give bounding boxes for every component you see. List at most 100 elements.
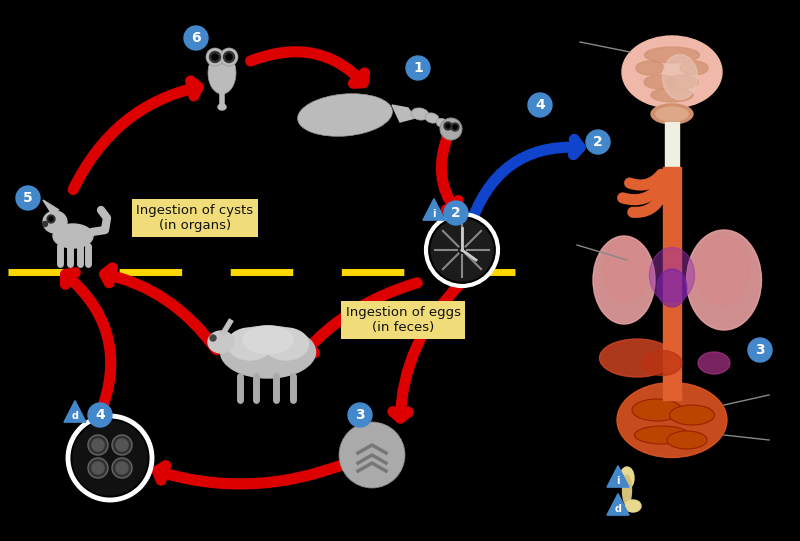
Circle shape bbox=[112, 435, 132, 455]
Text: i: i bbox=[432, 209, 436, 219]
Ellipse shape bbox=[644, 75, 676, 89]
Circle shape bbox=[116, 439, 128, 451]
Polygon shape bbox=[665, 122, 679, 172]
Circle shape bbox=[73, 421, 147, 495]
Polygon shape bbox=[663, 167, 681, 400]
Ellipse shape bbox=[694, 235, 750, 305]
Circle shape bbox=[226, 54, 232, 60]
Ellipse shape bbox=[208, 52, 236, 94]
Text: 4: 4 bbox=[95, 408, 105, 422]
Text: i: i bbox=[616, 476, 620, 486]
Circle shape bbox=[88, 435, 108, 455]
Circle shape bbox=[210, 335, 216, 341]
Polygon shape bbox=[423, 199, 445, 220]
Polygon shape bbox=[392, 105, 415, 122]
Circle shape bbox=[92, 462, 104, 474]
Ellipse shape bbox=[698, 352, 730, 374]
Ellipse shape bbox=[53, 224, 93, 248]
Ellipse shape bbox=[411, 108, 429, 120]
Circle shape bbox=[444, 122, 452, 130]
Circle shape bbox=[210, 51, 221, 63]
Ellipse shape bbox=[650, 247, 694, 302]
Ellipse shape bbox=[657, 269, 687, 307]
Text: Ingestion of cysts
(in organs): Ingestion of cysts (in organs) bbox=[137, 204, 254, 232]
Text: 5: 5 bbox=[23, 191, 33, 205]
Ellipse shape bbox=[603, 237, 649, 302]
Ellipse shape bbox=[645, 47, 699, 63]
Ellipse shape bbox=[634, 426, 690, 444]
Circle shape bbox=[88, 458, 108, 478]
Circle shape bbox=[92, 439, 104, 451]
Text: 4: 4 bbox=[535, 98, 545, 112]
Ellipse shape bbox=[620, 467, 634, 489]
Ellipse shape bbox=[642, 351, 682, 375]
Circle shape bbox=[339, 422, 405, 488]
Ellipse shape bbox=[425, 113, 439, 123]
Ellipse shape bbox=[263, 328, 309, 360]
Circle shape bbox=[212, 54, 218, 60]
Ellipse shape bbox=[218, 104, 226, 110]
Polygon shape bbox=[43, 200, 59, 211]
Polygon shape bbox=[607, 494, 629, 515]
Ellipse shape bbox=[622, 475, 631, 505]
Circle shape bbox=[206, 48, 224, 66]
Ellipse shape bbox=[632, 399, 682, 421]
Circle shape bbox=[47, 215, 55, 223]
Text: d: d bbox=[71, 411, 78, 421]
Ellipse shape bbox=[599, 339, 674, 377]
Circle shape bbox=[431, 219, 493, 281]
Ellipse shape bbox=[221, 326, 315, 378]
Circle shape bbox=[88, 403, 112, 427]
Circle shape bbox=[446, 124, 450, 128]
Ellipse shape bbox=[593, 236, 655, 324]
Ellipse shape bbox=[666, 75, 698, 89]
Circle shape bbox=[426, 214, 498, 286]
Circle shape bbox=[748, 338, 772, 362]
Circle shape bbox=[116, 462, 128, 474]
Circle shape bbox=[528, 93, 552, 117]
Circle shape bbox=[348, 403, 372, 427]
Circle shape bbox=[16, 186, 40, 210]
Text: Ingestion of eggs
(in feces): Ingestion of eggs (in feces) bbox=[346, 306, 461, 334]
Ellipse shape bbox=[651, 88, 693, 102]
Text: 3: 3 bbox=[355, 408, 365, 422]
Ellipse shape bbox=[208, 331, 234, 353]
Ellipse shape bbox=[617, 382, 727, 458]
Ellipse shape bbox=[298, 94, 392, 136]
Circle shape bbox=[453, 125, 457, 129]
Text: 2: 2 bbox=[593, 135, 603, 149]
Ellipse shape bbox=[436, 118, 448, 128]
Ellipse shape bbox=[43, 211, 67, 233]
Circle shape bbox=[49, 217, 53, 221]
Text: d: d bbox=[614, 504, 622, 514]
Ellipse shape bbox=[667, 431, 707, 449]
Text: 1: 1 bbox=[413, 61, 423, 75]
Circle shape bbox=[223, 51, 234, 63]
Ellipse shape bbox=[625, 500, 641, 512]
Circle shape bbox=[42, 221, 47, 227]
Circle shape bbox=[586, 130, 610, 154]
Ellipse shape bbox=[651, 104, 693, 124]
Text: 3: 3 bbox=[755, 343, 765, 357]
Text: 2: 2 bbox=[451, 206, 461, 220]
Polygon shape bbox=[607, 466, 629, 487]
Ellipse shape bbox=[622, 36, 722, 108]
Circle shape bbox=[406, 56, 430, 80]
Ellipse shape bbox=[686, 230, 762, 330]
Circle shape bbox=[112, 458, 132, 478]
Ellipse shape bbox=[656, 107, 688, 121]
Ellipse shape bbox=[243, 326, 293, 354]
Circle shape bbox=[220, 48, 238, 66]
Ellipse shape bbox=[662, 55, 698, 100]
Text: 6: 6 bbox=[191, 31, 201, 45]
Circle shape bbox=[444, 201, 468, 225]
Ellipse shape bbox=[680, 61, 708, 75]
Circle shape bbox=[451, 123, 459, 131]
Ellipse shape bbox=[227, 328, 273, 360]
Circle shape bbox=[184, 26, 208, 50]
Ellipse shape bbox=[670, 405, 714, 425]
Circle shape bbox=[68, 416, 152, 500]
Polygon shape bbox=[64, 401, 86, 422]
Circle shape bbox=[440, 118, 462, 140]
Ellipse shape bbox=[636, 61, 664, 75]
